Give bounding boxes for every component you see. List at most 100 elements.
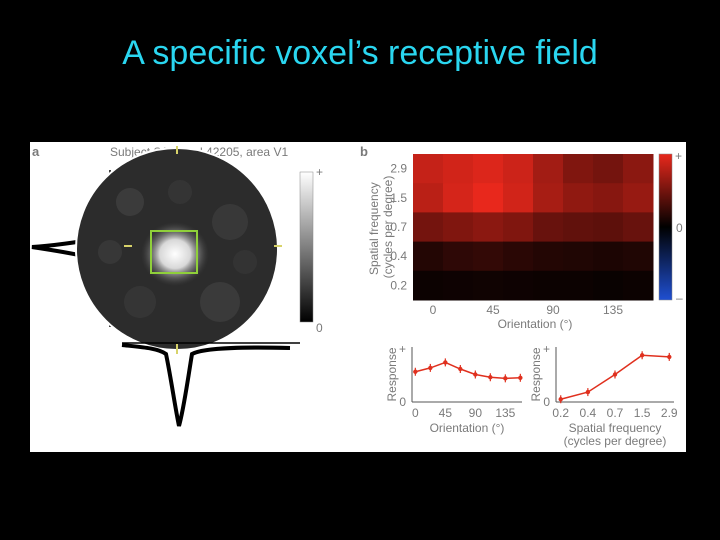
orientation-tuning-y-tick: 0: [399, 395, 406, 409]
heatmap-cell: [563, 241, 594, 272]
orientation-tuning-line: [415, 361, 521, 380]
orientation-tuning-point: [473, 372, 478, 377]
heatmap-y-ticks: 2.9 1.5 0.7 0.4 0.2: [390, 162, 407, 293]
heatmap-cell: [413, 183, 444, 213]
heatmap-cell: [443, 183, 474, 213]
heatmap-x-tick: 90: [546, 303, 560, 317]
heatmap-cell: [623, 183, 654, 213]
orientation-tuning-point: [413, 369, 418, 374]
spatial-frequency-tuning-point: [612, 372, 618, 377]
heatmap-cell: [413, 212, 444, 243]
colorbar-diverging: [658, 153, 673, 301]
heatmap-cell: [533, 183, 564, 213]
orientation-tuning-point: [443, 360, 448, 365]
spatial-frequency-tuning-x-tick: 0.2: [552, 406, 569, 420]
horizontal-profile-curve: [121, 343, 291, 427]
orientation-tuning-point: [518, 375, 523, 380]
heatmap-cell: [503, 183, 534, 213]
heatmap-y-axis-label-line1: Spatial frequency: [367, 182, 381, 275]
heatmap: [413, 154, 654, 301]
colorbar-a-top-label: +: [316, 165, 323, 179]
colorbar-grayscale: [299, 171, 314, 323]
heatmap-cell: [443, 270, 474, 301]
heatmap-cell: [413, 241, 444, 272]
heatmap-y-tick: 0.4: [390, 249, 407, 263]
heatmap-cell: [623, 212, 654, 243]
heatmap-cell: [563, 212, 594, 243]
figure: a Subject S1, voxel 42205, area V1 + 0 b: [30, 142, 686, 452]
heatmap-cell: [593, 183, 624, 213]
spatial-frequency-tuning-y-axis-label: Response: [529, 347, 543, 401]
spatial-frequency-tuning-point: [585, 389, 591, 395]
spatial-frequency-tuning-point: [558, 397, 563, 402]
heatmap-cell: [503, 154, 534, 184]
spatial-frequency-tuning-x-axis-label: Spatial frequency: [569, 421, 662, 435]
colorbar-b-bottom-label: –: [676, 291, 683, 305]
spatial-frequency-tuning-point: [667, 354, 672, 360]
orientation-tuning-point: [458, 366, 463, 372]
spatial-frequency-tuning-x-tick: 2.9: [661, 406, 678, 420]
heatmap-y-axis-label: Spatial frequency (cycles per degree): [367, 176, 395, 279]
heatmap-cell: [623, 154, 654, 184]
heatmap-cell: [473, 154, 504, 184]
orientation-tuning-x-axis-label: Orientation (°): [430, 421, 505, 435]
heatmap-cell: [473, 212, 504, 243]
heatmap-cell: [593, 270, 624, 301]
panel-a-letter: a: [32, 144, 40, 159]
heatmap-cell: [533, 154, 564, 184]
heatmap-y-tick: 0.7: [390, 220, 407, 234]
orientation-tuning-x-tick: 90: [469, 406, 483, 420]
orientation-tuning-point: [488, 375, 493, 380]
colorbar-b-mid-label: 0: [676, 221, 683, 235]
spatial-frequency-tuning-x-tick: 0.7: [607, 406, 624, 420]
spatial-frequency-tuning-x-axis-label: (cycles per degree): [564, 434, 667, 448]
heatmap-x-axis-label: Orientation (°): [498, 317, 573, 331]
spatial-frequency-tuning-y-tick: 0: [543, 395, 550, 409]
orientation-tuning-point: [428, 365, 433, 371]
heatmap-cell: [443, 212, 474, 243]
orientation-tuning-y-axis-label: Response: [385, 347, 399, 401]
orientation-tuning-y-tick: +: [399, 342, 406, 356]
receptive-field-map: [75, 146, 282, 354]
heatmap-cell: [563, 270, 594, 301]
spatial-frequency-tuning-y-tick: +: [543, 342, 550, 356]
heatmap-cell: [533, 270, 564, 301]
heatmap-cell: [503, 241, 534, 272]
heatmap-cell: [533, 241, 564, 272]
heatmap-y-tick: 2.9: [390, 162, 407, 176]
heatmap-y-axis-label-line2: (cycles per degree): [381, 176, 395, 279]
heatmap-cell: [593, 212, 624, 243]
heatmap-y-tick: 1.5: [390, 191, 407, 205]
heatmap-x-tick: 135: [603, 303, 623, 317]
slide-title: A specific voxel’s receptive field: [122, 34, 598, 72]
colorbar-b-top-label: +: [675, 149, 682, 163]
spatial-frequency-tuning-point: [639, 353, 645, 358]
orientation-tuning-point: [503, 376, 508, 381]
heatmap-cell: [593, 154, 624, 184]
heatmap-cell: [623, 270, 654, 301]
heatmap-cell: [473, 241, 504, 272]
heatmap-x-ticks: 0 45 90 135: [430, 303, 624, 317]
heatmap-cell: [473, 270, 504, 301]
roi-box: [150, 230, 198, 274]
spatial-frequency-tuning-x-tick: 0.4: [580, 406, 597, 420]
heatmap-cell: [563, 154, 594, 184]
heatmap-cell: [443, 154, 474, 184]
orientation-tuning-x-tick: 0: [412, 406, 419, 420]
heatmap-cell: [413, 270, 444, 301]
figure-svg: a Subject S1, voxel 42205, area V1 + 0 b: [31, 144, 683, 448]
heatmap-cell: [473, 183, 504, 213]
orientation-tuning-x-tick: 45: [439, 406, 453, 420]
heatmap-cell: [413, 154, 444, 184]
orientation-tuning-x-tick: 135: [495, 406, 515, 420]
colorbar-a-bottom-label: 0: [316, 321, 323, 335]
heatmap-x-tick: 45: [486, 303, 500, 317]
heatmap-cell: [593, 241, 624, 272]
heatmap-cell: [443, 241, 474, 272]
spatial-frequency-tuning-x-tick: 1.5: [634, 406, 651, 420]
heatmap-cell: [623, 241, 654, 272]
heatmap-x-tick: 0: [430, 303, 437, 317]
heatmap-cell: [533, 212, 564, 243]
